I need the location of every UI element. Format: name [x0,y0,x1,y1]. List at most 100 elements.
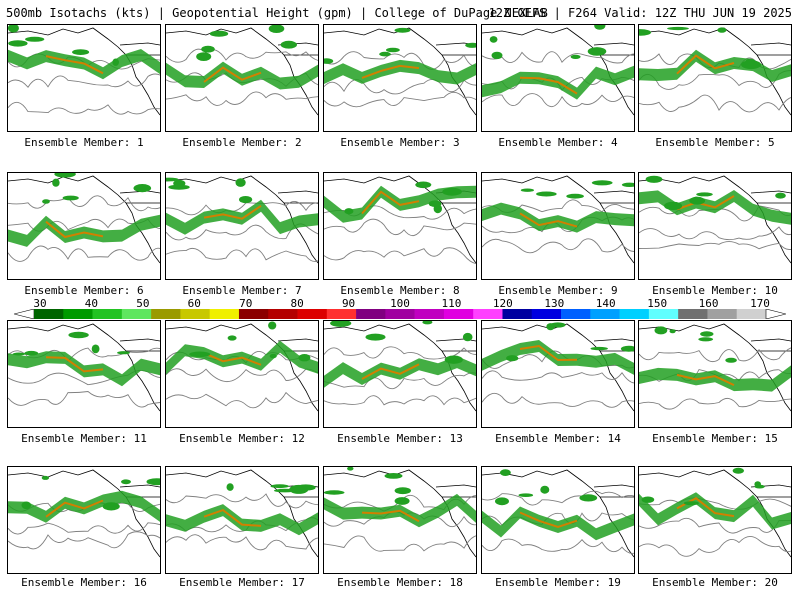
map-svg [639,323,791,412]
height-contour [166,534,318,551]
isotach-fragment [579,494,598,502]
isotach-fragment [444,355,463,364]
jet-core [519,344,578,362]
map-panel-8 [323,172,477,280]
isotach-fragment [422,321,433,325]
isotach-fragment [52,178,60,187]
member-label: Ensemble Member: 10 [652,284,778,297]
jet-core [361,64,420,79]
color-bar-tick-label: 70 [239,297,253,310]
isotach-fragment [491,51,503,60]
map-panel-10 [638,172,792,280]
height-contour [639,226,791,241]
height-contour [482,93,634,108]
map-panel-18 [323,466,477,574]
isotach-fragment [270,484,289,489]
height-contour [8,73,160,88]
isotach-fragment [295,484,316,491]
isotach-fragment [700,331,714,337]
coastline [8,323,160,412]
isotach-fragment [667,26,689,31]
isotach-fragment [274,488,296,493]
isotach-fragment [226,483,234,491]
height-contour [166,247,318,262]
color-bar-swatch [619,309,650,319]
color-bar-tick-label: 110 [441,297,462,310]
color-bar-swatch [356,309,386,319]
isotach-fragment [269,353,277,359]
isotach-fragment [645,175,663,183]
isotach-fragment [235,178,246,187]
isotach-fragment [754,484,765,489]
color-bar-tick-label: 140 [595,297,616,310]
color-bar-swatch [63,309,93,319]
map-svg [639,467,791,558]
color-bar-tick-label: 30 [33,297,47,310]
jet-isotach-band [324,59,476,85]
map-panel-14 [481,320,635,428]
isotach-fragment [189,351,211,358]
height-contour [482,490,634,506]
isotach-fragment [587,47,607,56]
member-label: Ensemble Member: 18 [337,576,463,589]
jet-core [203,508,262,527]
color-bar-swatch [707,309,738,319]
height-contour [324,372,476,390]
color-bar-tick-label: 160 [698,297,719,310]
color-bar-swatch [326,309,357,319]
height-contour [8,531,160,550]
color-bar-tick-label: 100 [390,297,410,310]
jet-core [361,363,420,380]
color-bar-swatch [443,309,474,319]
jet-core [519,212,578,228]
height-contour [482,392,634,408]
isotach-fragment [546,323,555,331]
isotach-fragment [324,490,345,495]
jet-core [676,195,735,211]
map-svg [324,175,476,265]
color-bar-swatch [648,309,679,319]
isotach-fragment [775,192,786,199]
height-contour [8,101,160,115]
color-bar-tick-label: 120 [492,297,513,310]
isotach-fragment [689,196,706,205]
color-bar-swatch [414,309,445,319]
map-svg [324,321,476,412]
map-svg [166,321,318,412]
isotach-fragment [227,335,237,341]
isotach-fragment [394,497,410,505]
isotach-fragment [324,58,334,64]
height-contour [8,245,160,262]
member-label: Ensemble Member: 13 [337,432,463,445]
isotach-fragment [641,496,655,503]
height-contour [8,195,160,212]
isotach-fragment [489,36,498,43]
color-bar-low-arrow [14,309,35,319]
map-panel-5 [638,24,792,132]
isotach-fragment [24,350,39,356]
isotach-fragment [500,469,511,476]
member-label: Ensemble Member: 9 [498,284,618,297]
map-panel-9 [481,172,635,280]
jet-core [519,511,578,529]
height-contour [324,51,476,70]
map-panel-15 [638,320,792,428]
height-contour [166,91,318,106]
isotach-fragment [379,51,391,57]
color-bar-swatch [502,309,533,319]
member-label: Ensemble Member: 14 [495,432,621,445]
map-panel-12 [165,320,319,428]
isotach-fragment [117,351,130,355]
height-contour [639,347,791,362]
jet-core [45,499,104,518]
map-panel-6 [7,172,161,280]
isotach-fragment [41,475,50,480]
map-svg [639,26,791,116]
color-bar-tick-label: 40 [84,297,99,310]
member-label: Ensemble Member: 1 [24,136,144,149]
isotach-fragment [594,25,606,30]
height-contour [639,397,791,410]
isotach-fragment [386,47,400,53]
isotach-fragment [8,25,19,33]
color-bar-tick-label: 80 [290,297,304,310]
